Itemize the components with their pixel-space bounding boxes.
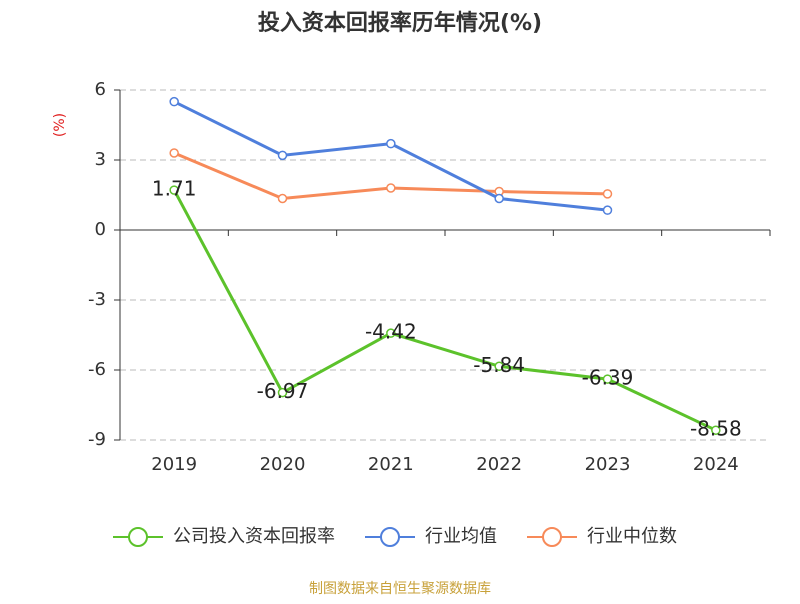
y-tick-label: 3: [95, 149, 106, 170]
source-note: 制图数据来自恒生聚源数据库: [309, 581, 491, 597]
data-label: -8.58: [690, 417, 742, 441]
y-tick-label: -9: [88, 429, 106, 450]
legend-marker: [380, 527, 400, 547]
data-label: 1.71: [152, 177, 197, 201]
data-point: [386, 138, 396, 149]
data-point: [602, 205, 613, 215]
x-tick-label: 2024: [693, 454, 739, 475]
data-point: [169, 96, 179, 107]
x-tick-label: 2023: [585, 454, 631, 475]
series-line: [172, 189, 717, 432]
y-tick-label: -6: [88, 359, 106, 380]
legend-label: 行业中位数: [587, 526, 677, 547]
data-point: [494, 361, 504, 372]
data-label: -4.42: [365, 320, 417, 344]
y-tick-label: -3: [88, 289, 106, 310]
x-tick-label: 2021: [368, 454, 414, 475]
data-point: [169, 148, 179, 158]
data-point: [494, 193, 504, 204]
legend-label: 公司投入资本回报率: [173, 526, 335, 547]
data-point: [169, 185, 179, 195]
data-point: [277, 150, 288, 161]
chart-title: 投入资本回报率历年情况(%): [258, 10, 542, 36]
y-axis-label: (%): [52, 113, 68, 137]
data-label: -5.84: [473, 353, 525, 377]
x-tick-label: 2020: [260, 454, 306, 475]
data-point: [602, 189, 613, 199]
data-point: [386, 183, 396, 193]
y-tick-label: 0: [95, 219, 106, 240]
data-point: [277, 193, 288, 204]
data-point: [711, 425, 721, 435]
data-point: [277, 387, 288, 398]
data-point: [602, 374, 613, 384]
data-label: -6.97: [257, 379, 309, 403]
data-point: [386, 328, 396, 338]
data-label: -6.39: [582, 366, 634, 390]
x-tick-label: 2019: [151, 454, 197, 475]
x-tick-label: 2022: [476, 454, 522, 475]
legend-label: 行业均值: [425, 526, 497, 547]
legend-marker: [542, 527, 562, 547]
y-tick-label: 6: [95, 79, 106, 100]
legend-marker: [128, 527, 148, 547]
